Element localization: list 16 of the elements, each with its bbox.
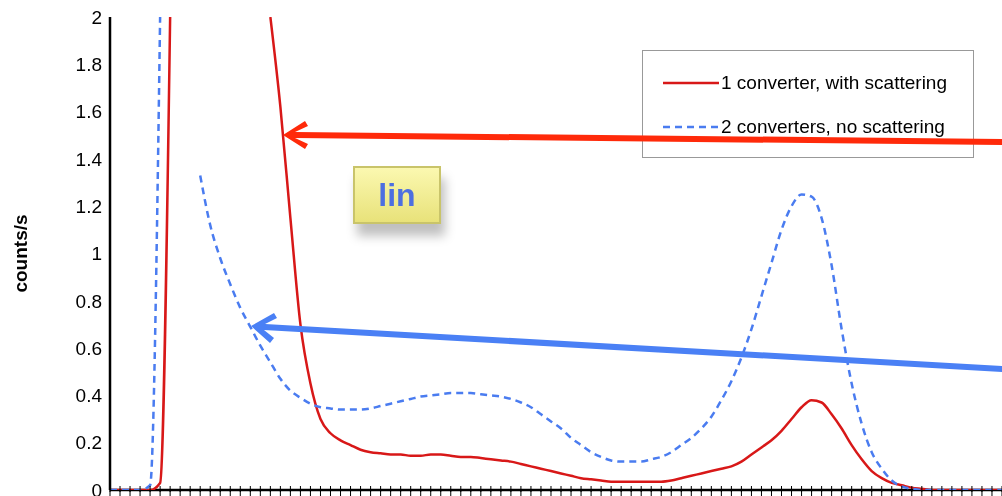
annotation: lin bbox=[353, 166, 441, 224]
legend-label: 1 converter, with scattering bbox=[721, 72, 947, 94]
legend-label: 2 converters, no scattering bbox=[721, 116, 945, 138]
y-tick-label: 2 bbox=[91, 6, 102, 28]
y-tick-label: 0 bbox=[91, 479, 102, 496]
line-series bbox=[198, 174, 1002, 490]
y-tick-label: 0.4 bbox=[75, 385, 103, 407]
y-tick-label: 1.8 bbox=[75, 54, 102, 76]
y-axis-title: counts/s bbox=[9, 214, 31, 293]
y-tick-label: 1 bbox=[91, 243, 102, 265]
y-tick-label: 1.4 bbox=[75, 148, 103, 170]
y-tick-label: 1.6 bbox=[75, 101, 102, 123]
y-tick-label: 0.8 bbox=[75, 290, 102, 312]
y-tick-label: 0.2 bbox=[75, 432, 102, 454]
y-tick-label: 1.2 bbox=[75, 195, 102, 217]
y-tick-label: 0.6 bbox=[75, 337, 102, 359]
